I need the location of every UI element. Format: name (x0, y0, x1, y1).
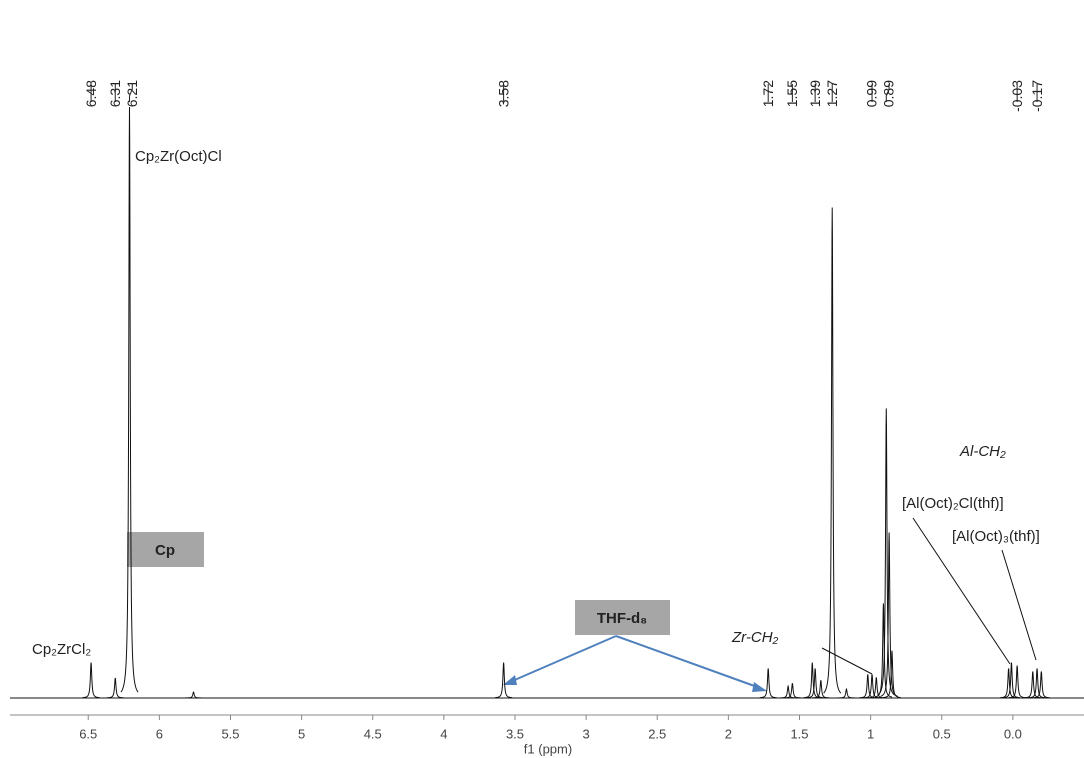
peak (883, 650, 901, 699)
peak-label: 0.89 (881, 80, 897, 107)
x-tick-label: 5.5 (221, 726, 239, 741)
annotation: THF-d₈ (597, 610, 647, 627)
peak (859, 674, 877, 699)
x-tick-label: 0.5 (933, 726, 951, 741)
annotation-leaders (821, 517, 1037, 675)
x-tick-label: 6 (156, 726, 163, 741)
x-tick-label: 4.5 (364, 726, 382, 741)
peak (1002, 662, 1021, 699)
peak (1024, 671, 1042, 699)
peak (812, 680, 830, 699)
peak (783, 683, 801, 699)
annotation: [Al(Oct)₃(thf)] (952, 528, 1040, 545)
peak (82, 662, 100, 699)
peak (106, 677, 124, 699)
peak (877, 408, 896, 696)
annotation: [Al(Oct)₂Cl(thf)] (902, 495, 1004, 512)
x-tick-label: 3 (583, 726, 590, 741)
cp-box (127, 532, 204, 567)
x-tick-label: 5 (298, 726, 305, 741)
peak (803, 662, 821, 699)
peak-leader (885, 84, 890, 102)
peak (779, 684, 797, 699)
peak (184, 691, 203, 699)
peak (837, 687, 855, 699)
peak-leader (128, 84, 133, 102)
peak (1028, 668, 1046, 699)
x-tick-label: 6.5 (79, 726, 97, 741)
x-tick-label: 1 (867, 726, 874, 741)
x-tick-label: 4 (440, 726, 447, 741)
x-tick-label: 1.5 (790, 726, 808, 741)
peak (867, 677, 885, 699)
x-tick-label: 3.5 (506, 726, 524, 741)
annotation: Cp₂ZrCl₂ (32, 641, 91, 658)
peak (495, 662, 513, 699)
x-axis-label: f1 (ppm) (524, 741, 572, 756)
peak (874, 603, 893, 698)
x-tick-label: 2.5 (648, 726, 666, 741)
peak (1008, 665, 1026, 699)
peak (823, 207, 842, 694)
x-tick-label: 2 (725, 726, 732, 741)
annotation: Zr-CH₂ (731, 629, 779, 646)
peak (120, 106, 139, 693)
peak (759, 668, 777, 699)
x-tick-label: 0.0 (1004, 726, 1022, 741)
annotation: Cp₂Zr(Oct)Cl (135, 148, 222, 165)
peak (1032, 671, 1050, 699)
annotation: Al-CH₂ (959, 443, 1006, 460)
thf-box (575, 600, 670, 635)
annotation: Cp (155, 542, 175, 559)
peak (806, 668, 824, 699)
thf-arrows (503, 635, 767, 692)
peak (863, 674, 881, 699)
peak-label: 6.21 (124, 80, 140, 107)
